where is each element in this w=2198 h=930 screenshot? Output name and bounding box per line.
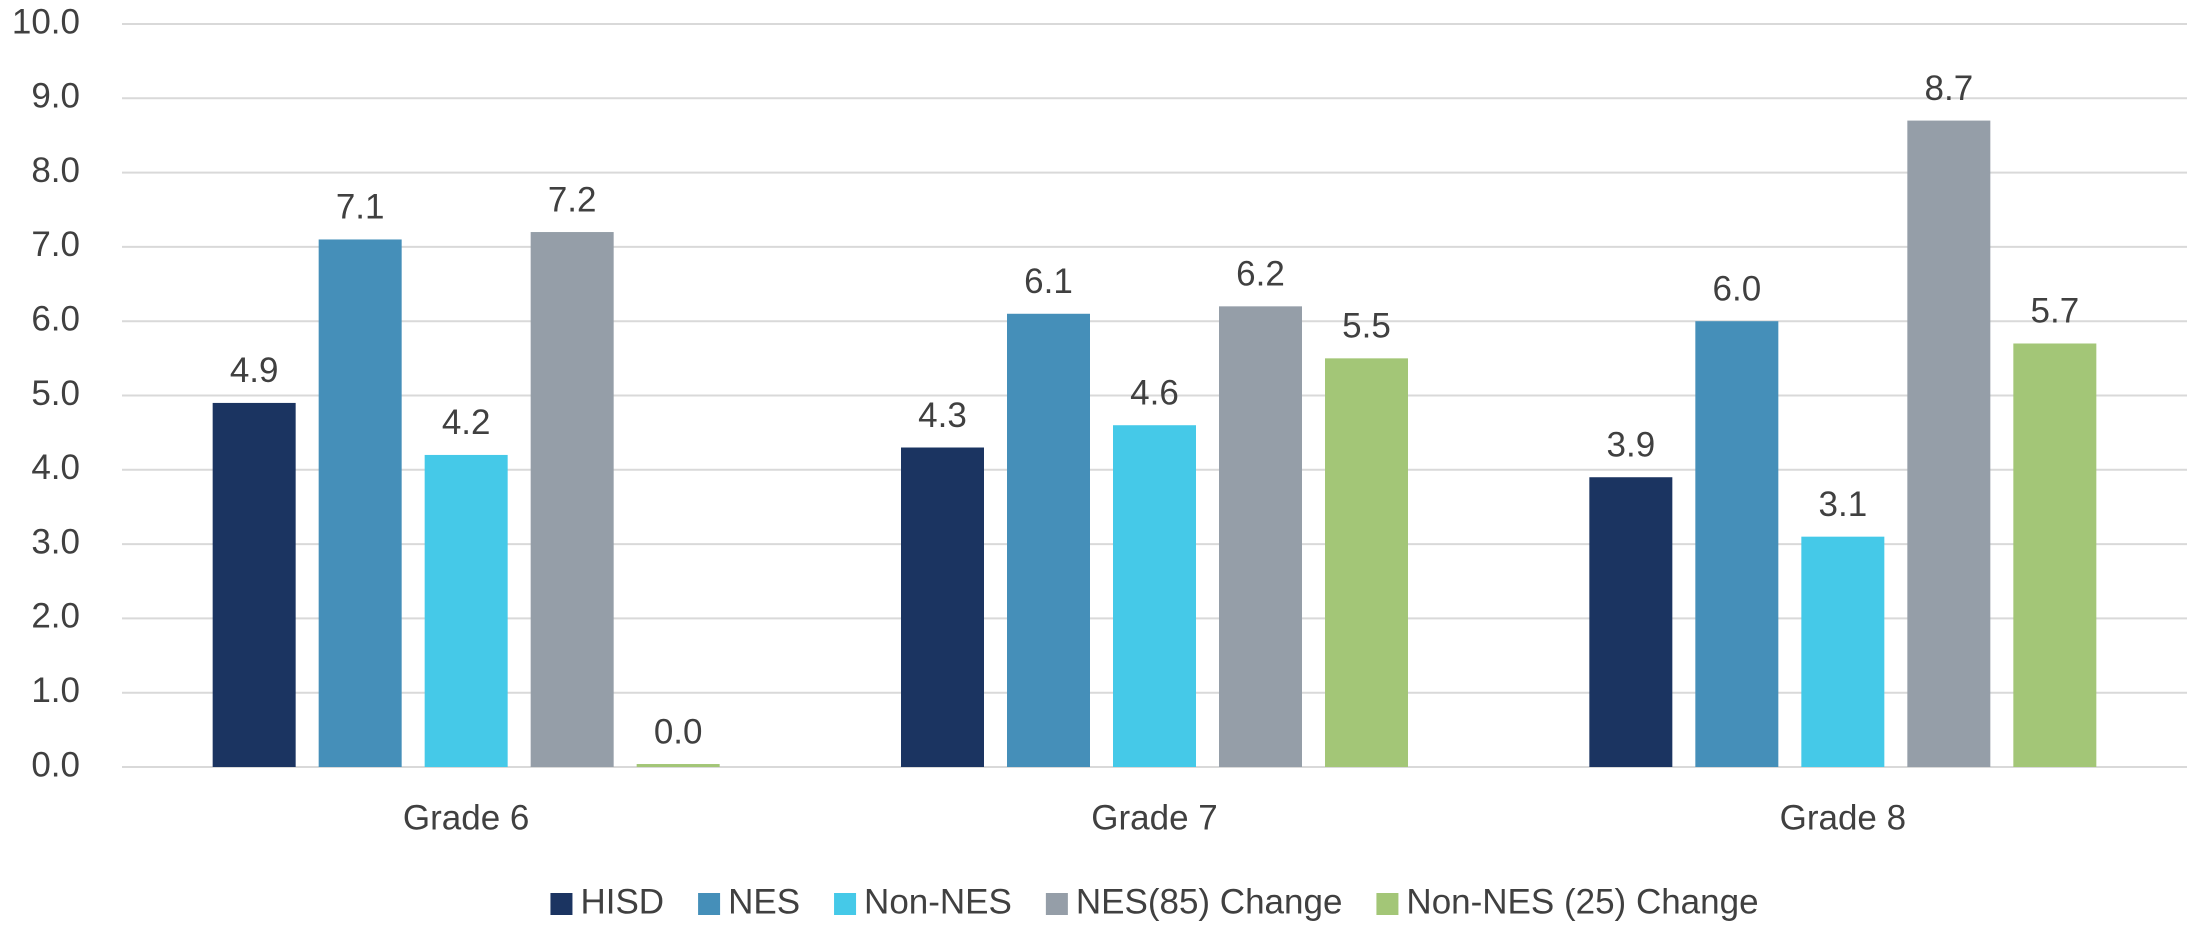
legend-swatch — [698, 893, 721, 915]
x-tick-label: Grade 7 — [1091, 798, 1217, 837]
bar — [1325, 358, 1408, 767]
data-label: 3.1 — [1819, 485, 1868, 524]
bar — [212, 402, 296, 767]
y-tick-label: 2.0 — [31, 597, 80, 636]
data-label: 8.7 — [1925, 69, 1974, 108]
data-label: 4.3 — [918, 396, 967, 435]
data-label: 4.9 — [230, 351, 279, 390]
bar — [2013, 343, 2097, 767]
bar — [318, 239, 402, 768]
bar — [1907, 120, 1991, 768]
y-tick-label: 4.0 — [31, 448, 80, 487]
data-label: 6.2 — [1236, 255, 1285, 294]
data-label: 6.0 — [1713, 269, 1762, 308]
data-label: 5.7 — [2031, 292, 2080, 331]
bar — [1589, 477, 1673, 767]
bar — [530, 232, 614, 768]
bar — [1801, 536, 1885, 767]
bar — [1219, 306, 1302, 767]
data-label: 4.6 — [1130, 373, 1179, 412]
bar — [1695, 321, 1779, 767]
data-label: 4.2 — [442, 403, 491, 442]
data-label: 6.1 — [1024, 262, 1073, 301]
y-tick-label: 1.0 — [31, 671, 80, 710]
bar — [1007, 313, 1090, 767]
x-tick-label: Grade 8 — [1780, 798, 1906, 837]
data-label: 7.1 — [336, 188, 385, 227]
bar — [636, 764, 720, 767]
legend-label: Non-NES — [864, 882, 1012, 921]
y-tick-label: 5.0 — [31, 374, 80, 413]
y-tick-label: 8.0 — [31, 151, 80, 190]
legend-swatch — [550, 893, 573, 915]
legend-label: HISD — [580, 882, 664, 921]
bar — [424, 454, 508, 767]
data-label: 0.0 — [654, 712, 703, 751]
bar — [1113, 425, 1196, 767]
legend-label: NES(85) Change — [1076, 882, 1343, 921]
data-label: 3.9 — [1607, 425, 1656, 464]
y-tick-label: 10.0 — [12, 2, 80, 41]
y-tick-label: 3.0 — [31, 522, 80, 561]
legend-swatch — [834, 893, 857, 915]
y-tick-label: 0.0 — [31, 745, 80, 784]
x-tick-label: Grade 6 — [403, 798, 529, 837]
data-label: 7.2 — [548, 180, 597, 219]
legend-label: NES — [728, 882, 800, 921]
data-label: 5.5 — [1342, 307, 1391, 346]
y-tick-label: 7.0 — [31, 225, 80, 264]
legend-swatch — [1045, 893, 1068, 915]
y-tick-label: 6.0 — [31, 299, 80, 338]
y-tick-label: 9.0 — [31, 77, 80, 116]
legend-label: Non-NES (25) Change — [1406, 882, 1758, 921]
legend-swatch — [1376, 893, 1399, 915]
bar — [901, 447, 984, 767]
